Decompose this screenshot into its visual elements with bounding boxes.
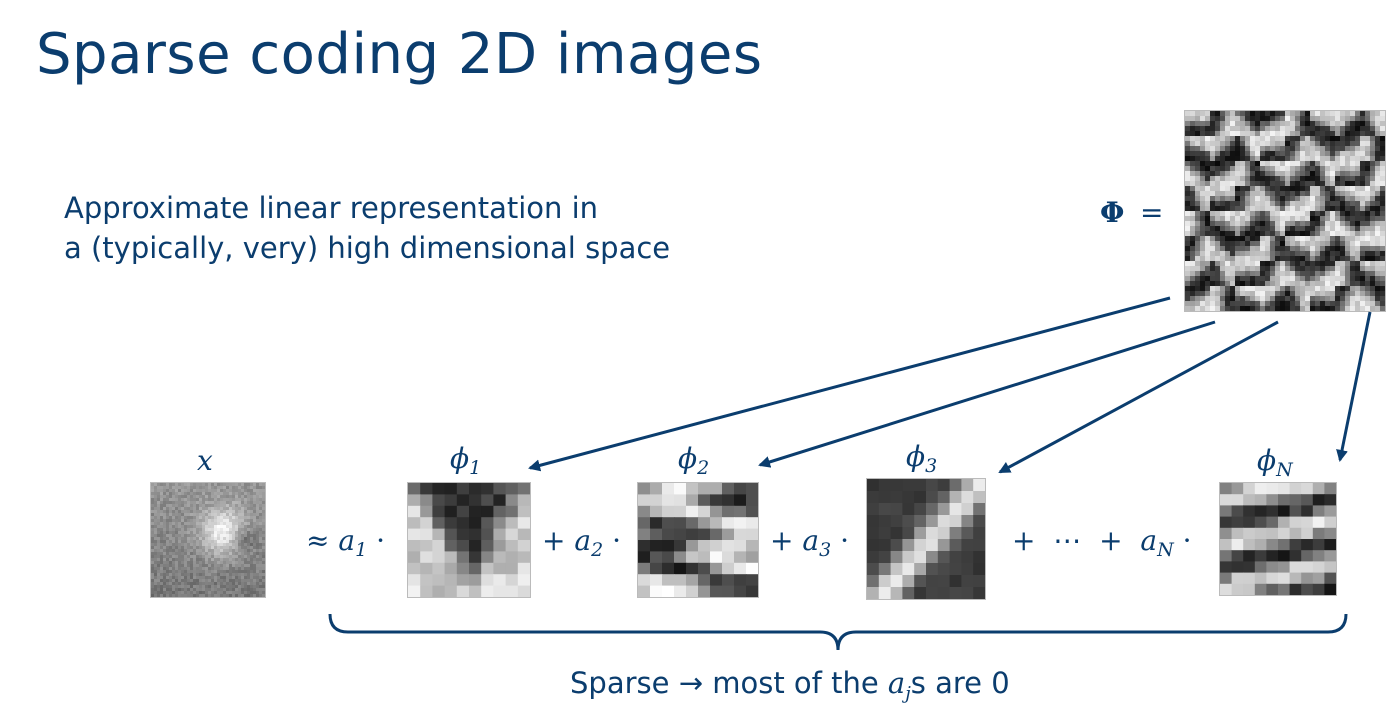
sparse-brace <box>328 613 1348 651</box>
arrow-to-phi-n <box>1336 311 1372 462</box>
coef-a-symbol: a <box>1140 524 1158 557</box>
caption-var: a <box>887 666 906 700</box>
coef-a-symbol: a <box>802 524 820 557</box>
caption-prefix: Sparse <box>570 666 679 700</box>
atom-phi-3-image <box>866 478 986 600</box>
caption-arrow: → <box>678 666 703 700</box>
phi-3-subscript: 3 <box>925 455 938 477</box>
plus-operator: + <box>1012 524 1036 557</box>
coef-a3-subscript: 3 <box>819 539 832 561</box>
dot-operator: · <box>840 524 849 557</box>
phi-1-symbol: ϕ <box>450 442 470 475</box>
arrow-to-phi-2 <box>758 320 1216 468</box>
ellipsis: ⋯ <box>1053 524 1082 557</box>
dot-operator: · <box>612 524 621 557</box>
atom-phi-1-image <box>407 482 531 598</box>
plus-operator: + <box>770 524 794 557</box>
subtitle-line-1: Approximate linear representation in <box>64 191 599 225</box>
phi-2-label: ϕ2 <box>678 442 709 479</box>
phi-2-symbol: ϕ <box>678 442 698 475</box>
subtitle-line-2: a (typically, very) high dimensional spa… <box>64 231 671 265</box>
sparse-caption: Sparse → most of the ajs are 0 <box>570 666 1010 704</box>
phi-3-symbol: ϕ <box>906 440 926 473</box>
phi-1-subscript: 1 <box>469 457 482 479</box>
arrow-to-phi-3 <box>998 320 1279 474</box>
coef-a2-subscript: 2 <box>591 539 604 561</box>
plus-operator: + <box>1099 524 1123 557</box>
input-image-x <box>150 482 266 598</box>
atom-phi-2-image <box>637 482 759 598</box>
coef-a-symbol: a <box>574 524 592 557</box>
slide-title: Sparse coding 2D images <box>36 22 763 87</box>
dictionary-equals: = <box>1140 196 1164 229</box>
coef-a-symbol: a <box>338 524 356 557</box>
term-a1: ≈ a1 · <box>306 524 385 561</box>
term-aN: + ⋯ + aN · <box>1012 524 1192 561</box>
slide-subtitle: Approximate linear representation in a (… <box>64 188 670 268</box>
plus-operator: + <box>542 524 566 557</box>
caption-suffix: s are 0 <box>910 666 1010 700</box>
approx-symbol: ≈ <box>306 524 330 557</box>
arrow-to-phi-1 <box>528 296 1171 472</box>
term-a2: + a2 · <box>542 524 621 561</box>
dot-operator: · <box>1182 524 1192 557</box>
caption-var-subscript: j <box>905 683 911 704</box>
term-a3: + a3 · <box>770 524 849 561</box>
phi-2-subscript: 2 <box>697 457 710 479</box>
atom-phi-n-image <box>1219 482 1337 596</box>
dictionary-symbol: Φ <box>1100 196 1125 229</box>
phi-3-label: ϕ3 <box>906 440 937 477</box>
coef-a1-subscript: 1 <box>355 539 368 561</box>
dot-operator: · <box>376 524 385 557</box>
dictionary-mosaic-image <box>1184 110 1386 312</box>
phi-n-subscript: N <box>1276 459 1293 481</box>
phi-1-label: ϕ1 <box>450 442 481 479</box>
phi-n-label: ϕN <box>1257 444 1293 481</box>
phi-n-symbol: ϕ <box>1257 444 1277 477</box>
coef-aN-subscript: N <box>1157 539 1174 561</box>
x-label: x <box>197 444 213 477</box>
caption-middle: most of the <box>703 666 888 700</box>
